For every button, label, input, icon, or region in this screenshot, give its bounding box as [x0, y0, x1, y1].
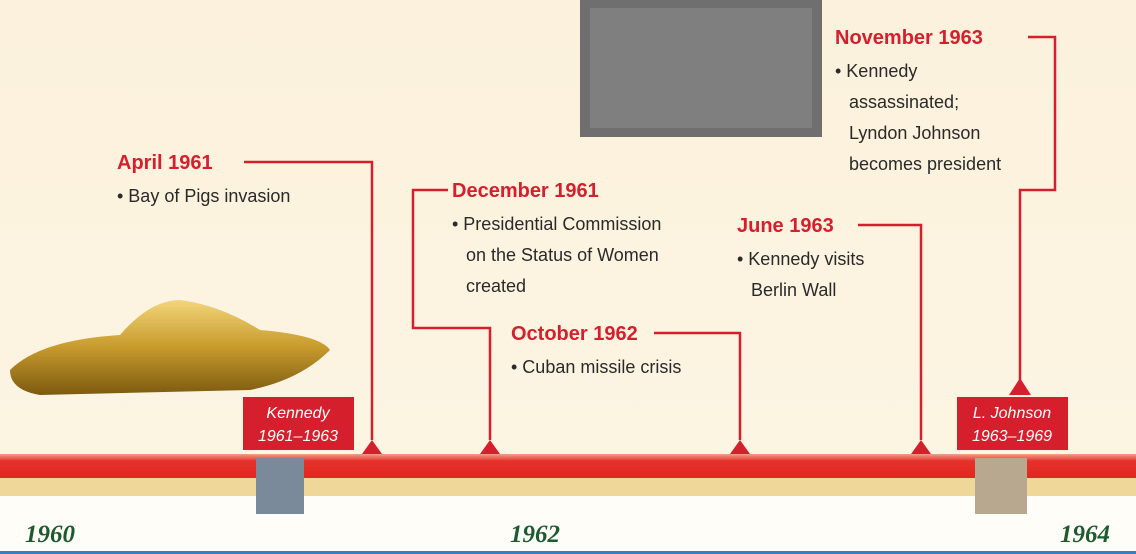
photo-detail — [590, 8, 812, 128]
timeline-band-lower — [0, 478, 1136, 496]
event-date: April 1961 — [117, 152, 213, 174]
event-text: created — [466, 276, 526, 296]
event-date: October 1962 — [511, 323, 638, 345]
president-name: Kennedy — [266, 405, 330, 422]
year-strip — [0, 496, 1136, 552]
event-text: • Presidential Commission — [452, 214, 661, 234]
event-date: November 1963 — [835, 27, 983, 49]
event-text: Berlin Wall — [751, 280, 836, 300]
event-text: on the Status of Women — [466, 245, 659, 265]
timeline-band — [0, 454, 1136, 478]
timeline: April 1961 • Bay of Pigs invasion December… — [0, 0, 1136, 554]
president-term: 1961–1963 — [258, 428, 338, 445]
year-label: 1962 — [510, 521, 560, 548]
event-text: becomes president — [849, 154, 1001, 174]
event-text: Lyndon Johnson — [849, 123, 980, 143]
year-label: 1960 — [25, 521, 76, 548]
event-text: • Kennedy — [835, 61, 917, 81]
president-term: 1963–1969 — [972, 428, 1052, 445]
portrait — [975, 458, 1027, 514]
event-date: December 1961 — [452, 180, 599, 202]
event-text: assassinated; — [849, 92, 959, 112]
event-text: • Cuban missile crisis — [511, 357, 681, 377]
president-name: L. Johnson — [973, 405, 1051, 422]
event-date: June 1963 — [737, 215, 834, 237]
portrait — [256, 458, 304, 514]
year-label: 1964 — [1060, 521, 1110, 548]
event-text: • Bay of Pigs invasion — [117, 186, 290, 206]
event-text: • Kennedy visits — [737, 249, 864, 269]
